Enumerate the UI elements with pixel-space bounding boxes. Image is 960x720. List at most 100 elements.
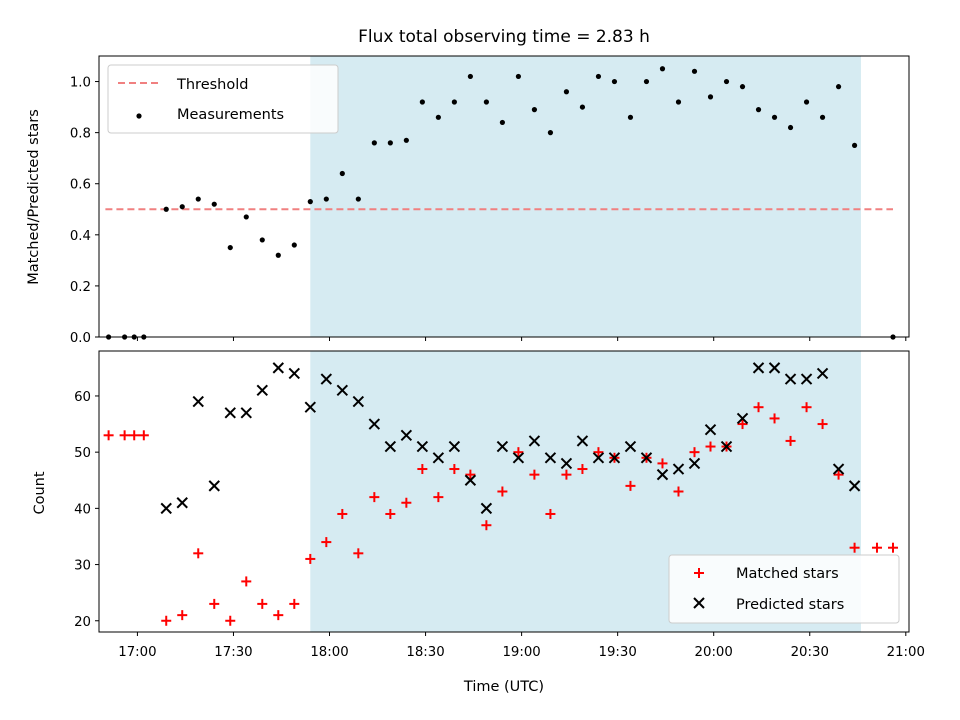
predicted-star-point [576, 435, 589, 447]
bottom-legend-box [668, 554, 900, 624]
matched-star-point [561, 469, 572, 480]
matched-star-point [193, 548, 204, 559]
matched-star-point [753, 402, 764, 413]
bottom-marks [103, 362, 898, 626]
matched-star-point [529, 469, 540, 480]
matched-star-point [161, 615, 172, 626]
top-shaded-region [310, 56, 861, 337]
top-y-axis-label: Matched/Predicted stars [26, 109, 42, 285]
matched-star-point [401, 497, 412, 508]
predicted-star-point [832, 463, 845, 475]
matched-star-point [657, 458, 668, 469]
bottom-x-tick-label: 19:30 [598, 645, 636, 660]
measurement-point [323, 196, 329, 202]
matched-star-point [305, 553, 316, 564]
predicted-star-point [304, 401, 317, 413]
matched-star-point [465, 469, 476, 480]
predicted-star-stroke-b [448, 440, 461, 453]
measurement-point [755, 107, 762, 113]
bottom-x-tick-label: 18:30 [406, 645, 444, 660]
predicted-star-stroke-b [800, 373, 813, 385]
matched-star-point [593, 447, 604, 458]
legend-matched-swatch [694, 568, 704, 578]
chart-title: Flux total observing time = 2.83 h [358, 27, 650, 47]
predicted-star-point [368, 418, 381, 430]
predicted-star-point [272, 362, 284, 374]
predicted-star-stroke-b [432, 452, 445, 464]
matched-star-point [103, 430, 114, 441]
bottom-x-axis-label: Time (UTC) [463, 679, 544, 695]
measurement-point [467, 73, 473, 80]
measurement-point [803, 99, 810, 105]
measurement-point [419, 99, 425, 105]
measurement-point [403, 137, 409, 143]
legend-measurements-swatch [136, 113, 142, 119]
predicted-star-stroke-b [192, 395, 204, 408]
measurement-point [179, 204, 185, 210]
predicted-star-point [800, 373, 813, 385]
matched-star-point [849, 542, 860, 553]
predicted-star-stroke-b [832, 463, 845, 475]
measurement-point [291, 242, 297, 248]
top-y-tick-label: 0.2 [70, 280, 91, 295]
predicted-star-point [704, 423, 717, 436]
predicted-star-stroke-b [464, 474, 477, 486]
predicted-star-stroke-b [400, 429, 413, 442]
measurement-point [435, 114, 441, 120]
predicted-star-stroke-b [752, 362, 765, 374]
measurement-point [211, 201, 217, 207]
predicted-star-point [784, 373, 797, 385]
measurement-point [499, 119, 505, 126]
measurement-point [387, 140, 393, 146]
matched-star-point [801, 402, 812, 413]
predicted-star-point [688, 457, 701, 470]
measurement-point [275, 252, 281, 258]
matched-star-point [289, 598, 300, 609]
predicted-star-point [208, 480, 220, 492]
predicted-star-point [720, 440, 733, 453]
predicted-star-point [288, 367, 301, 380]
predicted-star-point [224, 407, 236, 419]
measurement-point [563, 89, 570, 95]
predicted-star-point [384, 440, 397, 453]
top-y-tick-label: 0.4 [70, 229, 91, 244]
top-legend: Threshold Measurements [107, 64, 339, 134]
matched-star-point [257, 598, 268, 609]
top-y-tick-label: 1.0 [70, 76, 91, 91]
matched-star-point [385, 508, 396, 519]
matched-star-point [417, 464, 428, 475]
predicted-star-stroke-b [528, 435, 541, 447]
predicted-star-stroke-b [688, 457, 701, 470]
measurement-point [339, 170, 345, 177]
matched-star-point [577, 464, 588, 475]
predicted-star-point [400, 429, 413, 442]
matched-star-point [625, 480, 636, 491]
top-y-ticks: 0.0 0.2 0.4 0.6 0.8 1.0 [70, 76, 99, 346]
predicted-star-point [480, 502, 493, 515]
bottom-y-ticks: 20 30 40 50 60 [74, 390, 99, 630]
bottom-x-tick-label: 21:00 [887, 645, 925, 660]
measurement-point [547, 130, 554, 136]
predicted-star-point [496, 440, 509, 453]
bottom-panel: 20 30 40 50 60 17:00 17:30 18:00 18:30 19:00 19:3… [32, 350, 925, 695]
predicted-star-stroke-b [336, 384, 349, 397]
measurement-point [243, 214, 249, 220]
bottom-x-tick-label: 17:30 [214, 645, 252, 660]
matched-star-point [769, 413, 780, 424]
predicted-star-point [544, 452, 557, 464]
matched-star-point [737, 419, 748, 430]
predicted-star-stroke-b [704, 423, 717, 436]
predicted-star-point [448, 440, 461, 453]
measurement-point [483, 99, 489, 105]
bottom-y-tick-label: 60 [74, 390, 91, 405]
matched-star-point [481, 520, 492, 531]
predicted-star-point [352, 395, 365, 408]
predicted-star-point [192, 395, 204, 408]
predicted-star-stroke-b [592, 452, 605, 464]
predicted-star-stroke-b [224, 407, 236, 419]
matched-star-point [871, 542, 882, 553]
legend-matched-label: Matched stars [736, 566, 839, 582]
top-legend-box [107, 64, 339, 134]
predicted-star-point [592, 452, 605, 464]
